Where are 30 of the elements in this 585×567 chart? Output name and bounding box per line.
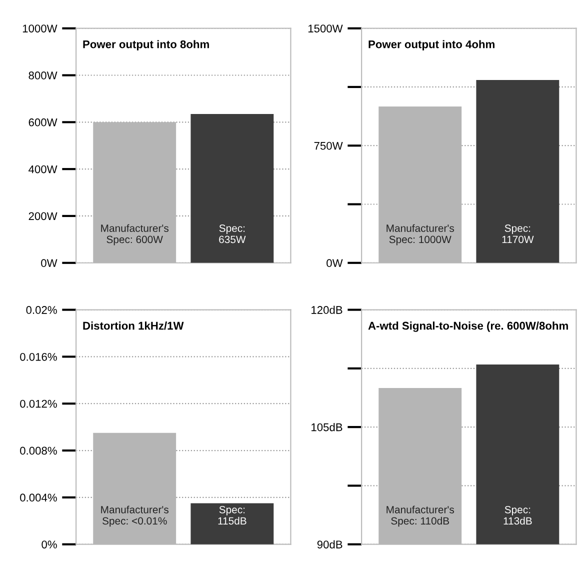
text: A-wtd Signal-to-Noise (re. 600W/8ohm xyxy=(368,322,568,332)
category-label: Spec: 113dB xyxy=(504,506,532,525)
category-label: Spec: 1170W xyxy=(502,224,534,244)
x-tick-label: Spec: 635W xyxy=(219,224,246,244)
text: Distortion 1kHz/1W xyxy=(83,322,184,330)
x-tick-label: Manufacturer's Spec: <0.01% xyxy=(101,506,169,527)
x-tick-label: Manufacturer's Spec: 600W xyxy=(101,224,169,246)
y-tick-label: 400W xyxy=(28,165,58,174)
y-tick-label: 0.004% xyxy=(20,494,57,502)
y-tick-label: 750W xyxy=(314,142,343,150)
y-tick-label: 0.02% xyxy=(26,306,57,314)
y-tick-label: 600W xyxy=(28,118,58,126)
y-tick-label: 800W xyxy=(28,72,58,80)
category-label: Manufacturer's Spec: 110dB xyxy=(386,506,454,527)
x-tick-label: Spec: 115dB xyxy=(218,506,246,525)
y-tick-label: 120dB xyxy=(312,306,342,314)
y-tick-label: 0% xyxy=(42,540,57,548)
text: Power output into 8ohm xyxy=(83,40,209,50)
y-tick-label: 1000W xyxy=(22,24,58,32)
text: Power output into 4ohm xyxy=(368,40,494,50)
y-tick-label: 0W xyxy=(326,259,343,268)
y-tick-label: 1500W xyxy=(308,24,343,32)
y-tick-label: 200W xyxy=(28,212,58,220)
y-tick-label: 0W xyxy=(41,259,58,268)
y-tick-label: 0.008% xyxy=(20,446,57,455)
y-tick-label: 90dB xyxy=(317,540,342,548)
y-tick-label: 0.016% xyxy=(20,352,57,361)
y-tick-label: 105dB xyxy=(312,423,342,432)
category-label: Manufacturer's Spec: 1000W xyxy=(386,224,454,246)
y-tick-label: 0.012% xyxy=(20,400,57,408)
